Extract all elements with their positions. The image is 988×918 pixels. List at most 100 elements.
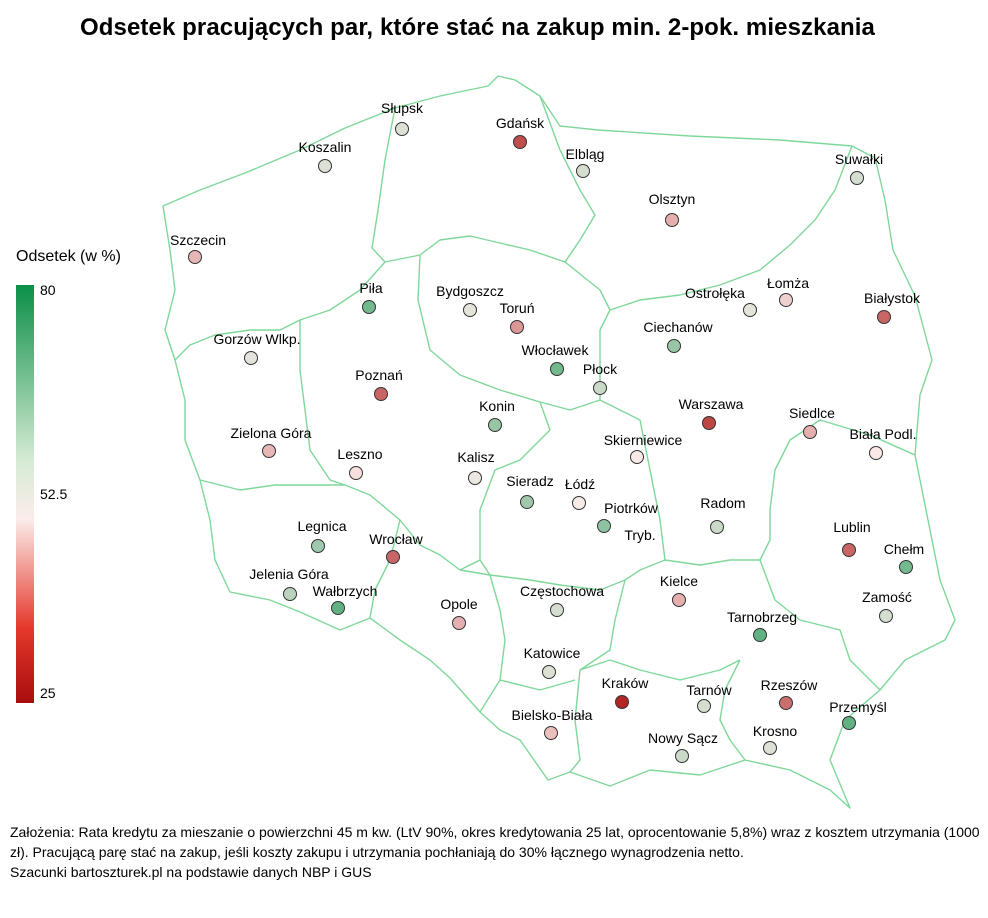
city-marker <box>318 159 332 173</box>
city-marker <box>877 310 891 324</box>
city-label: Jelenia Góra <box>249 566 329 582</box>
city-kielce: Kielce <box>660 573 698 607</box>
city-opole: Opole <box>440 596 478 630</box>
city-szczecin: Szczecin <box>170 232 226 264</box>
city-label: Ostrołęka <box>685 285 745 301</box>
city-marker <box>311 539 325 553</box>
border-pomorskie-warminsko <box>539 95 596 263</box>
border-swietokrzyskie-podkarpackie <box>759 559 881 691</box>
city-label: Kraków <box>602 675 650 691</box>
city-zamosc: Zamość <box>862 589 912 623</box>
border-kujawsko-south <box>417 254 601 411</box>
city-elblag: Elbląg <box>566 146 604 178</box>
city-label: Piotrków Tryb. <box>604 500 659 543</box>
city-label: Gorzów Wlkp. <box>213 331 300 347</box>
city-marker <box>513 135 527 149</box>
city-skierniewice: Skierniewice <box>604 432 683 464</box>
city-lomza: Łomża <box>767 275 809 307</box>
city-label: Warszawa <box>679 396 744 412</box>
city-marker <box>349 466 363 480</box>
city-siedlce: Siedlce <box>789 405 835 439</box>
city-label: Nowy Sącz <box>648 730 718 746</box>
city-radom: Radom <box>700 495 746 534</box>
city-marker <box>374 387 388 401</box>
city-marker <box>386 550 400 564</box>
city-plock: Płock <box>583 361 618 395</box>
city-marker <box>488 418 502 432</box>
border-lodzkie-slaskie <box>489 574 626 591</box>
border-zachodniopomorskie-pomorskie <box>371 107 396 263</box>
city-label: Sieradz <box>506 473 553 489</box>
border-lubuskie-east <box>299 320 346 486</box>
city-label: Wrocław <box>369 531 423 547</box>
city-label: Zamość <box>862 589 912 605</box>
city-marker <box>899 560 913 574</box>
city-marker <box>544 726 558 740</box>
city-marker <box>842 716 856 730</box>
border-lubuskie-wielkopolskie <box>174 261 386 361</box>
city-marker <box>850 171 864 185</box>
city-marker <box>576 164 590 178</box>
city-label: Biała Podl. <box>850 426 917 442</box>
city-marker <box>665 213 679 227</box>
border-opolskie-slaskie <box>459 569 506 713</box>
border-malopolskie-north <box>579 659 741 681</box>
assumptions-note: Założenia: Rata kredytu za mieszanie o p… <box>10 824 980 860</box>
city-rzeszow: Rzeszów <box>761 677 819 710</box>
city-label: Skierniewice <box>604 432 683 448</box>
border-kujawsko-north <box>384 235 611 311</box>
city-marker <box>572 496 586 510</box>
legend-color-bar <box>16 285 34 703</box>
city-marker <box>283 587 297 601</box>
legend-tick-max: 80 <box>40 282 56 298</box>
city-label: Lublin <box>833 519 870 535</box>
city-przemysl: Przemyśl <box>829 699 887 730</box>
city-tarnobrzeg: Tarnobrzeg <box>727 609 797 642</box>
city-label: Słupsk <box>381 100 424 116</box>
city-legnica: Legnica <box>297 518 347 553</box>
city-label: Kalisz <box>457 449 494 465</box>
border-malopolskie-podkarpackie <box>719 659 746 761</box>
city-label: Rzeszów <box>761 677 819 693</box>
country-border <box>162 75 956 809</box>
city-label: Legnica <box>297 518 346 534</box>
border-slaskie-inner <box>499 679 576 691</box>
border-dolnoslaskie-opolskie <box>369 519 401 619</box>
city-label: Bielsko-Biała <box>512 707 593 723</box>
city-label: Gdańsk <box>496 115 545 131</box>
city-marker <box>743 303 757 317</box>
city-label: Koszalin <box>299 139 352 155</box>
city-marker <box>597 519 611 533</box>
city-marker <box>630 450 644 464</box>
city-label: Katowice <box>524 645 581 661</box>
city-krosno: Krosno <box>753 723 797 755</box>
city-label: Poznań <box>355 367 402 383</box>
border-lodzkie-mazowieckie <box>599 399 666 561</box>
city-marker <box>879 609 893 623</box>
city-marker <box>842 543 856 557</box>
city-ostroleka: Ostrołęka <box>685 285 757 317</box>
city-warszawa: Warszawa <box>679 396 744 430</box>
city-sieradz: Sieradz <box>506 473 554 509</box>
city-marker <box>542 665 556 679</box>
city-marker <box>763 741 777 755</box>
border-lubuskie-dolnoslaskie <box>199 479 345 491</box>
city-lodz: Łódź <box>565 476 595 510</box>
city-label: Siedlce <box>789 405 835 421</box>
city-walbrzych: Wałbrzych <box>313 583 377 615</box>
city-marker <box>697 699 711 713</box>
city-label: Zielona Góra <box>231 425 312 441</box>
city-marker <box>452 616 466 630</box>
border-slaskie-swietokrzyskie <box>579 579 626 671</box>
city-label: Toruń <box>499 300 534 316</box>
city-marker <box>702 416 716 430</box>
city-marker <box>468 471 482 485</box>
city-bydgoszcz: Bydgoszcz <box>436 283 504 317</box>
city-marker <box>675 749 689 763</box>
city-konin: Konin <box>479 398 515 432</box>
city-jelenia-gora: Jelenia Góra <box>249 566 329 601</box>
city-tarnow: Tarnów <box>686 682 732 713</box>
city-marker <box>262 444 276 458</box>
city-marker <box>753 628 767 642</box>
